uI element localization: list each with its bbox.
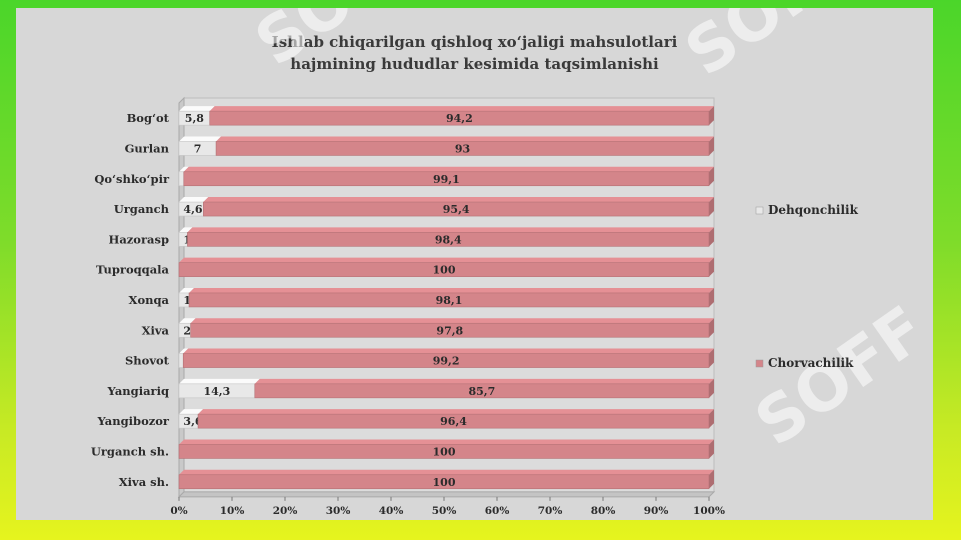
- legend-item-dehqonchilik: Dehqonchilik: [755, 203, 859, 217]
- data-label: 5,8: [185, 112, 204, 125]
- bar-chorvachilik: [190, 318, 714, 338]
- bar-chorvachilik: [209, 106, 715, 126]
- data-label: 93: [455, 142, 470, 155]
- watermark-text: SOFF: [673, 8, 869, 91]
- bar-chorvachilik: [182, 348, 715, 368]
- x-tick-label: 0%: [170, 505, 187, 517]
- chart-title-line-1: Ishlab chiqarilgan qishloq xo‘jaligi mah…: [271, 33, 678, 51]
- x-tick-label: 70%: [538, 505, 563, 517]
- x-tick-label: 20%: [273, 505, 298, 517]
- data-label: 99,2: [433, 355, 460, 368]
- x-tick-label: 80%: [591, 505, 616, 517]
- bar-chorvachilik: [187, 227, 715, 247]
- legend-swatch: [755, 359, 764, 368]
- data-label: 98,1: [436, 294, 463, 307]
- chart-slide: Ishlab chiqarilgan qishloq xo‘jaligi mah…: [16, 8, 933, 520]
- data-label: 4,6: [183, 203, 202, 216]
- data-label: 100: [433, 264, 456, 277]
- bar-chorvachilik: [188, 287, 714, 308]
- category-label: Urganch sh.: [91, 444, 169, 458]
- data-label: 7: [194, 142, 202, 155]
- x-tick-label: 90%: [644, 505, 669, 517]
- plot-area: Bog‘ot5,894,2Gurlan793Qo‘shko‘pir0,999,1…: [91, 96, 725, 517]
- data-label: 94,2: [446, 112, 473, 125]
- chart-title: Ishlab chiqarilgan qishloq xo‘jaligi mah…: [16, 31, 933, 75]
- bar-chorvachilik: [178, 469, 714, 490]
- category-label: Qo‘shko‘pir: [94, 172, 170, 186]
- category-label: Xonqa: [129, 293, 170, 307]
- bar-chorvachilik: [178, 257, 714, 277]
- x-tick-label: 40%: [379, 505, 404, 517]
- watermark-text: SOFF: [743, 293, 933, 461]
- data-label: 100: [433, 476, 456, 489]
- category-label: Yangibozor: [96, 414, 169, 428]
- bar-chorvachilik: [178, 439, 714, 459]
- bar-chorvachilik: [215, 136, 714, 156]
- bar-chorvachilik: [197, 409, 714, 429]
- x-tick-label: 10%: [220, 505, 245, 517]
- data-label: 98,4: [435, 233, 462, 246]
- category-label: Xiva sh.: [119, 475, 169, 489]
- data-label: 97,8: [436, 324, 463, 337]
- x-tick-label: 100%: [693, 505, 725, 517]
- category-label: Hazorasp: [108, 232, 169, 246]
- category-label: Tuproqqala: [96, 263, 170, 277]
- x-tick-label: 60%: [485, 505, 510, 517]
- category-label: Shovot: [125, 354, 170, 368]
- stacked-bar-chart: SOFFSOFFSOFFSOFF Bog‘ot5,894,2Gurlan793Q…: [91, 8, 933, 517]
- legend-swatch: [755, 206, 764, 215]
- bar-chorvachilik: [203, 197, 714, 217]
- bar-chorvachilik: [183, 166, 714, 187]
- plot-floor: [177, 491, 716, 498]
- legend-label: Dehqonchilik: [768, 203, 859, 217]
- x-tick-label: 50%: [432, 505, 457, 517]
- watermark-text: SOFF: [243, 8, 439, 81]
- category-label: Gurlan: [125, 141, 170, 155]
- legend-label: Chorvachilik: [768, 356, 854, 370]
- category-label: Xiva: [142, 323, 170, 337]
- bar-chorvachilik: [254, 378, 715, 399]
- category-label: Yangiariq: [107, 384, 169, 398]
- data-label: 85,7: [468, 385, 495, 398]
- x-tick-label: 30%: [326, 505, 351, 517]
- legend: Dehqonchilik Chorvachilik: [755, 203, 859, 370]
- data-label: 14,3: [203, 385, 230, 398]
- data-label: 95,4: [443, 203, 470, 216]
- legend-item-chorvachilik: Chorvachilik: [755, 356, 854, 370]
- data-label: 96,4: [440, 415, 467, 428]
- category-label: Bog‘ot: [127, 111, 170, 125]
- data-label: 99,1: [433, 173, 460, 186]
- chart-title-line-2: hajmining hududlar kesimida taqsimlanish…: [290, 55, 659, 73]
- category-label: Urganch: [114, 202, 170, 216]
- data-label: 100: [433, 445, 456, 458]
